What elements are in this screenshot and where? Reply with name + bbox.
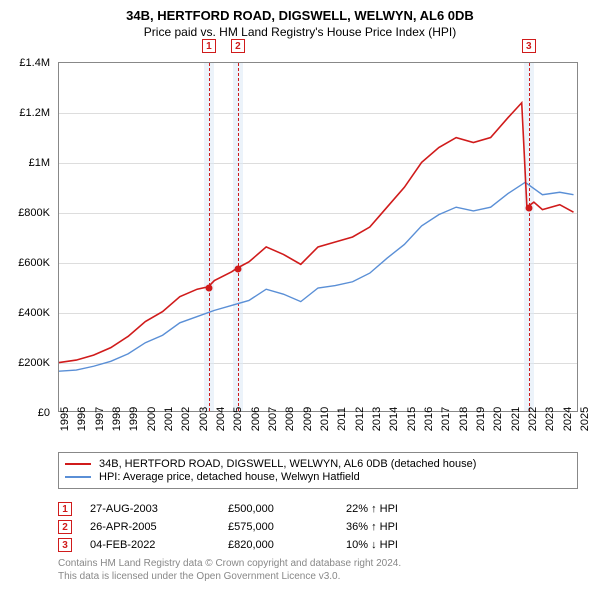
title-line2: Price paid vs. HM Land Registry's House … [0,25,600,41]
sale-row-marker: 3 [58,538,72,552]
legend-row-property: 34B, HERTFORD ROAD, DIGSWELL, WELWYN, AL… [65,458,571,470]
x-tick-label: 2000 [146,407,158,431]
x-tick-label: 2023 [544,407,556,431]
legend-label-property: 34B, HERTFORD ROAD, DIGSWELL, WELWYN, AL… [99,458,476,470]
x-tick-label: 1996 [76,407,88,431]
y-tick-label: £600K [0,257,50,269]
x-tick-label: 2011 [336,407,348,431]
sales-table: 1 27-AUG-2003 £500,000 22% ↑ HPI 2 26-APR-200… [58,498,578,556]
x-tick-label: 2006 [250,407,262,431]
y-tick-label: £400K [0,307,50,319]
x-tick-label: 2009 [302,407,314,431]
x-tick-label: 2018 [458,407,470,431]
sale-row-marker: 1 [58,502,72,516]
x-tick-label: 2013 [371,407,383,431]
x-tick-label: 1997 [94,407,106,431]
x-tick-label: 2025 [579,407,591,431]
x-tick-label: 2021 [510,407,522,431]
x-tick-label: 2005 [232,407,244,431]
sale-row: 2 26-APR-2005 £575,000 36% ↑ HPI [58,520,578,534]
sale-point-dot [234,266,241,273]
sale-row-marker: 2 [58,520,72,534]
x-tick-label: 2019 [475,407,487,431]
sale-point-dot [205,285,212,292]
sale-marker-badge: 1 [202,39,216,53]
sale-row: 3 04-FEB-2022 £820,000 10% ↓ HPI [58,538,578,552]
x-tick-label: 2012 [354,407,366,431]
y-tick-label: £200K [0,357,50,369]
x-tick-label: 2003 [198,407,210,431]
sale-marker-badge: 3 [522,39,536,53]
x-tick-label: 2004 [215,407,227,431]
title-line1: 34B, HERTFORD ROAD, DIGSWELL, WELWYN, AL… [0,8,600,25]
sale-marker-badge: 2 [231,39,245,53]
sale-row-date: 04-FEB-2022 [90,539,210,551]
sale-row-diff: 36% ↑ HPI [346,521,446,533]
sale-row-diff: 10% ↓ HPI [346,539,446,551]
title-block: 34B, HERTFORD ROAD, DIGSWELL, WELWYN, AL… [0,0,600,40]
x-tick-label: 2020 [492,407,504,431]
footer: Contains HM Land Registry data © Crown c… [58,558,401,583]
x-tick-label: 2010 [319,407,331,431]
x-tick-label: 2016 [423,407,435,431]
footer-line1: Contains HM Land Registry data © Crown c… [58,558,401,571]
sale-row-date: 26-APR-2005 [90,521,210,533]
legend-swatch-property [65,463,91,465]
x-tick-label: 2008 [284,407,296,431]
sale-row-price: £820,000 [228,539,328,551]
y-tick-label: £1.4M [0,57,50,69]
legend: 34B, HERTFORD ROAD, DIGSWELL, WELWYN, AL… [58,452,578,489]
x-tick-label: 2024 [562,407,574,431]
y-tick-label: £1M [0,157,50,169]
x-tick-label: 1995 [59,407,71,431]
y-tick-label: £0 [0,407,50,419]
legend-swatch-hpi [65,476,91,478]
footer-line2: This data is licensed under the Open Gov… [58,571,401,584]
x-tick-label: 2015 [406,407,418,431]
x-tick-label: 1999 [128,407,140,431]
plot-area: £0£200K£400K£600K£800K£1M£1.2M£1.4M 1995… [58,62,578,412]
x-tick-label: 1998 [111,407,123,431]
chart-container: 34B, HERTFORD ROAD, DIGSWELL, WELWYN, AL… [0,0,600,590]
x-tick-label: 2022 [527,407,539,431]
sale-row-date: 27-AUG-2003 [90,503,210,515]
sale-row-diff: 22% ↑ HPI [346,503,446,515]
sale-row-price: £500,000 [228,503,328,515]
sale-point-dot [525,205,532,212]
x-tick-label: 2002 [180,407,192,431]
legend-row-hpi: HPI: Average price, detached house, Welw… [65,471,571,483]
legend-label-hpi: HPI: Average price, detached house, Welw… [99,471,360,483]
y-tick-label: £1.2M [0,107,50,119]
x-tick-label: 2001 [163,407,175,431]
sale-row-price: £575,000 [228,521,328,533]
x-tick-label: 2017 [440,407,452,431]
line-series [59,63,577,411]
x-tick-label: 2014 [388,407,400,431]
sale-row: 1 27-AUG-2003 £500,000 22% ↑ HPI [58,502,578,516]
x-tick-label: 2007 [267,407,279,431]
y-tick-label: £800K [0,207,50,219]
